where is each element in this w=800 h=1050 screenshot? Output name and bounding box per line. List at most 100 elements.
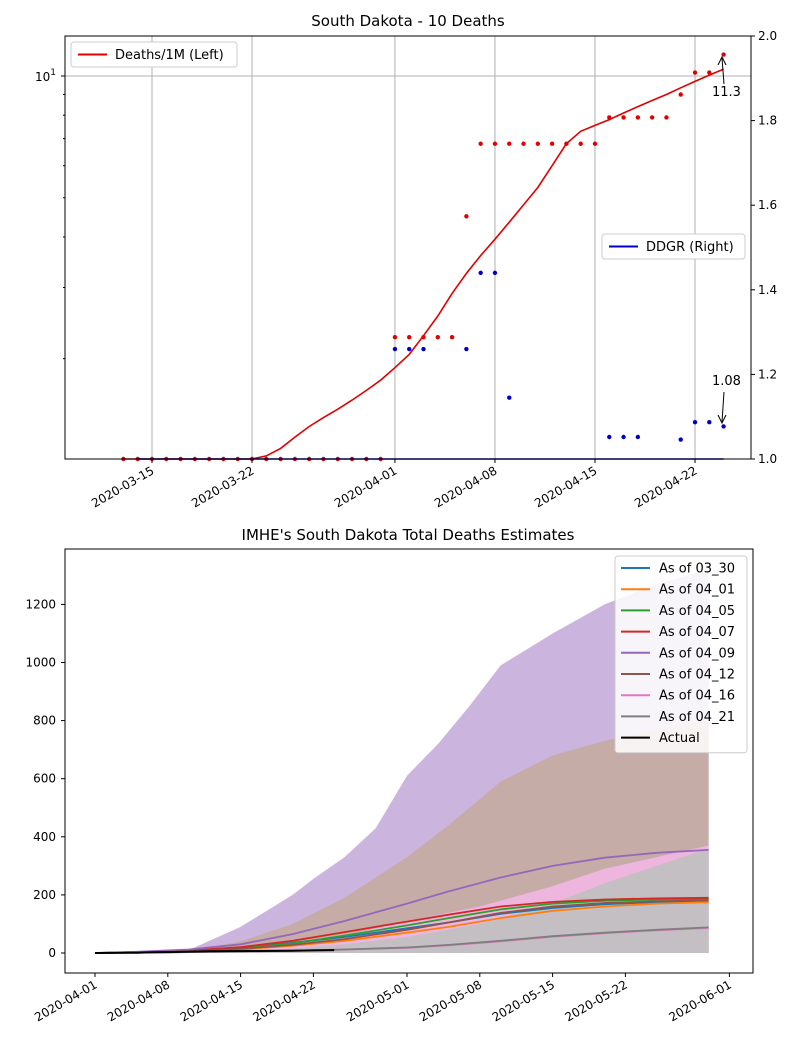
- bottom-lines: [94, 849, 709, 954]
- bottom-legend-label: Actual: [659, 731, 700, 746]
- top-legend-right-box: [601, 233, 746, 260]
- top-legend-left-box: [70, 41, 238, 68]
- bottom-xtick-label: 2020-05-15: [490, 977, 557, 1024]
- top-ytick-right-label: 2.0: [758, 29, 777, 43]
- bottom-ytick-label: 600: [33, 772, 56, 786]
- ddgr-point: [507, 395, 512, 400]
- deaths-point: [578, 141, 583, 146]
- top-ytick-left-exponent: 1: [50, 68, 56, 78]
- deaths-point: [635, 115, 641, 120]
- bottom-plot-frame: [64, 548, 754, 974]
- ddgr-point: [707, 419, 712, 425]
- deaths-point: [678, 92, 683, 97]
- bottom-xtick-label: 2020-05-22: [562, 977, 629, 1024]
- deaths-point: [592, 141, 598, 146]
- top-annotations: 11.3 1.08: [712, 55, 741, 425]
- bottom-legend-label: As of 04_12: [659, 668, 735, 683]
- estimate-line: [94, 849, 709, 954]
- top-xtick-label: 2020-04-01: [332, 463, 399, 510]
- bottom-legend-label: As of 04_01: [659, 583, 735, 598]
- top-legend-right-label: DDGR (Right): [646, 240, 734, 255]
- top-chart-title: South Dakota - 10 Deaths: [311, 12, 505, 30]
- bottom-ytick-label: 200: [33, 888, 56, 902]
- annotation-deaths-value: 11.3: [712, 85, 741, 100]
- bottom-chart-title: IMHE's South Dakota Total Deaths Estimat…: [242, 526, 575, 544]
- bottom-legend-label: As of 04_16: [659, 689, 735, 704]
- bottom-ytick-label: 1200: [25, 597, 56, 611]
- bottom-legend-label: As of 04_21: [659, 710, 735, 725]
- bottom-xtick-label: 2020-04-01: [32, 977, 99, 1024]
- top-chart: South Dakota - 10 Deaths 2020-03-15 2020-…: [35, 12, 777, 510]
- annotation-deaths-arrowhead: [717, 55, 727, 66]
- ddgr-point: [621, 434, 626, 440]
- bottom-legend-box: [614, 555, 748, 754]
- bottom-xtick-label: 2020-06-01: [666, 977, 733, 1024]
- bottom-xtick-label: 2020-05-08: [417, 977, 484, 1024]
- deaths-point: [721, 52, 726, 57]
- bottom-ytick-label: 800: [33, 714, 56, 728]
- bottom-bands: [95, 569, 709, 953]
- estimate-line: [94, 949, 335, 954]
- bottom-legend-label: As of 04_09: [659, 646, 735, 661]
- deaths-point: [535, 141, 541, 146]
- top-legend-left: Deaths/1M (Left): [70, 41, 238, 68]
- annotation-ddgr-arrow: [721, 391, 725, 423]
- ddgr-point: [678, 437, 683, 442]
- ddgr-point: [635, 434, 641, 440]
- uncertainty-band: [95, 848, 709, 953]
- deaths-point: [449, 335, 455, 340]
- bottom-xtick-label: 2020-04-15: [178, 977, 245, 1024]
- deaths-point: [492, 141, 498, 146]
- bottom-legend-label: As of 03_30: [659, 562, 735, 577]
- deaths-point: [464, 214, 469, 219]
- deaths-trend-line: [123, 68, 724, 460]
- top-xtick-label: 2020-03-15: [89, 463, 156, 510]
- deaths-point: [478, 141, 483, 146]
- bottom-ytick-label: 1000: [25, 656, 56, 670]
- deaths-point: [521, 141, 526, 146]
- deaths-point: [664, 115, 669, 120]
- annotation-ddgr-arrowhead: [717, 414, 727, 425]
- top-legend-right: DDGR (Right): [601, 233, 746, 260]
- bottom-xtick-label: 2020-04-22: [250, 977, 317, 1024]
- top-axes: 2020-03-15 2020-03-22 2020-04-01 2020-04-08…: [35, 29, 777, 510]
- ddgr-point: [392, 346, 398, 352]
- top-xtick-label: 2020-04-15: [532, 463, 599, 510]
- top-xtick-label: 2020-04-08: [432, 463, 499, 510]
- bottom-chart: IMHE's South Dakota Total Deaths Estimat…: [25, 526, 754, 1024]
- ddgr-point: [721, 424, 726, 429]
- top-xtick-label: 2020-04-22: [632, 463, 699, 510]
- deaths-point: [649, 115, 655, 120]
- bottom-ytick-label: 0: [48, 946, 56, 960]
- top-ytick-right-label: 1.8: [758, 114, 777, 128]
- ddgr-point: [421, 346, 426, 352]
- top-xtick-label: 2020-03-22: [189, 463, 256, 510]
- deaths-point: [707, 70, 712, 75]
- top-ytick-right-label: 1.4: [758, 283, 777, 297]
- annotation-ddgr-value: 1.08: [712, 374, 741, 389]
- annotation-deaths-arrow: [721, 57, 725, 85]
- bottom-legend: As of 03_30 As of 04_01 As of 04_05 As of 0…: [614, 555, 748, 754]
- deaths-point: [392, 335, 398, 340]
- top-legend-left-label: Deaths/1M (Left): [115, 48, 224, 63]
- deaths-point: [407, 335, 412, 340]
- deaths-point: [621, 115, 626, 120]
- ddgr-point: [478, 270, 483, 276]
- top-plot-frame: [64, 35, 752, 460]
- ddgr-point: [407, 346, 412, 352]
- top-ytick-right-label: 1.2: [758, 367, 777, 381]
- bottom-xtick-label: 2020-05-01: [344, 977, 411, 1024]
- deaths-point: [549, 141, 555, 146]
- deaths-point: [692, 70, 698, 75]
- ddgr-point: [607, 434, 612, 440]
- bottom-ytick-label: 400: [33, 830, 56, 844]
- top-ytick-right-label: 1.6: [758, 198, 777, 212]
- deaths-point: [507, 141, 512, 146]
- bottom-xtick-label: 2020-04-08: [105, 977, 172, 1024]
- deaths-point: [435, 335, 440, 340]
- bottom-legend-label: As of 04_05: [659, 604, 735, 619]
- ddgr-point: [492, 270, 498, 276]
- top-ytick-right-label: 1.0: [758, 452, 777, 466]
- bottom-legend-label: As of 04_07: [659, 625, 735, 640]
